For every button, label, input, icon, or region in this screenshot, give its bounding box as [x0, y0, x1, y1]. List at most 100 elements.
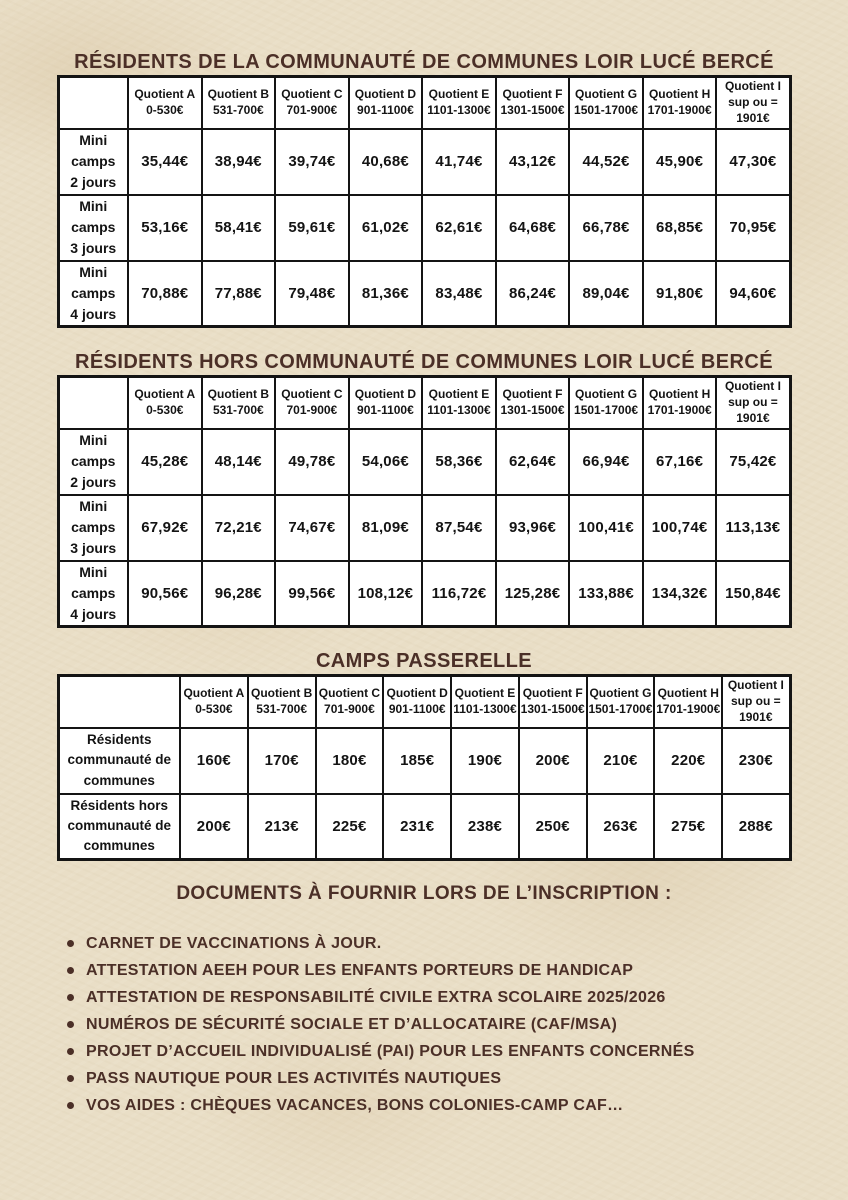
header-row: Quotient A 0-530€ Quotient B 531-700€ Qu… — [57, 375, 791, 430]
price-cell: 96,28€ — [200, 559, 277, 628]
document-item: CARNET DE VACCINATIONS À JOUR. — [67, 930, 818, 957]
bullet-icon — [67, 1021, 74, 1028]
price-cell: 41,74€ — [421, 127, 497, 196]
price-cell: 238€ — [450, 792, 520, 861]
price-cell: 62,64€ — [494, 427, 571, 496]
price-cell: 125,28€ — [494, 559, 571, 628]
price-cell: 40,68€ — [347, 127, 424, 196]
column-header-quotient-h: Quotient H 1701-1900€ — [641, 75, 718, 130]
price-cell: 53,16€ — [127, 193, 203, 262]
price-cell: 231€ — [382, 792, 453, 861]
row-header-mini-camps-4j: Mini camps 4 jours — [57, 259, 129, 328]
column-header-quotient-a: Quotient A 0-530€ — [127, 75, 203, 130]
document-item-label: CARNET DE VACCINATIONS À JOUR. — [86, 934, 382, 952]
document-item-label: VOS AIDES : CHÈQUES VACANCES, BONS COLON… — [86, 1096, 624, 1114]
price-cell: 220€ — [653, 726, 724, 795]
bullet-icon — [67, 1075, 74, 1082]
document-item: ATTESTATION AEEH POUR LES ENFANTS PORTEU… — [67, 957, 818, 984]
table-residents-hors-cc: Quotient A 0-530€ Quotient B 531-700€ Qu… — [56, 375, 792, 628]
table-row-mini-camps-4j: Mini camps 4 jours 70,88€ 77,88€ 79,48€ … — [57, 259, 791, 328]
price-cell: 75,42€ — [715, 427, 791, 496]
price-cell: 134,32€ — [641, 559, 718, 628]
column-header-quotient-a: Quotient A 0-530€ — [179, 674, 249, 729]
price-cell: 66,78€ — [568, 193, 644, 262]
document-item: VOS AIDES : CHÈQUES VACANCES, BONS COLON… — [67, 1092, 818, 1119]
column-header-quotient-d: Quotient D 901-1100€ — [347, 75, 424, 130]
flyer-page: RÉSIDENTS DE LA COMMUNAUTÉ DE COMMUNES L… — [0, 51, 848, 1119]
camps-passerelle-title: CAMPS PASSERELLE — [315, 650, 533, 672]
price-cell: 48,14€ — [200, 427, 277, 496]
column-header-quotient-f: Quotient F 1301-1500€ — [517, 674, 588, 729]
row-header-residents-cc: Résidents communauté de communes — [57, 726, 181, 795]
price-cell: 90,56€ — [127, 559, 203, 628]
price-cell: 230€ — [721, 726, 791, 795]
column-header-quotient-g: Quotient G 1501-1700€ — [585, 674, 656, 729]
price-cell: 87,54€ — [421, 493, 497, 562]
table-row-mini-camps-2j: Mini camps 2 jours 35,44€ 38,94€ 39,74€ … — [57, 127, 791, 196]
price-cell: 81,09€ — [347, 493, 424, 562]
price-cell: 113,13€ — [715, 493, 791, 562]
price-cell: 116,72€ — [421, 559, 497, 628]
price-cell: 38,94€ — [200, 127, 277, 196]
column-header-quotient-e: Quotient E 1101-1300€ — [421, 375, 497, 430]
price-cell: 58,36€ — [421, 427, 497, 496]
price-cell: 72,21€ — [200, 493, 277, 562]
table-row-mini-camps-2j: Mini camps 2 jours 45,28€ 48,14€ 49,78€ … — [57, 427, 791, 496]
column-header-quotient-f: Quotient F 1301-1500€ — [494, 75, 571, 130]
column-header-quotient-i: Quotient I sup ou = 1901€ — [721, 674, 791, 729]
table-row-mini-camps-3j: Mini camps 3 jours 67,92€ 72,21€ 74,67€ … — [57, 493, 791, 562]
column-header-quotient-e: Quotient E 1101-1300€ — [421, 75, 497, 130]
document-item: PASS NAUTIQUE POUR LES ACTIVITÉS NAUTIQU… — [67, 1065, 818, 1092]
column-header-quotient-i: Quotient I sup ou = 1901€ — [715, 75, 791, 130]
column-header-quotient-h: Quotient H 1701-1900€ — [653, 674, 724, 729]
price-cell: 210€ — [585, 726, 656, 795]
documents-list: CARNET DE VACCINATIONS À JOUR. ATTESTATI… — [0, 930, 848, 1119]
price-cell: 288€ — [721, 792, 791, 861]
price-cell: 250€ — [517, 792, 588, 861]
residents-hors-cc-title: RÉSIDENTS HORS COMMUNAUTÉ DE COMMUNES LO… — [75, 351, 773, 373]
column-header-quotient-c: Quotient C 701-900€ — [314, 674, 385, 729]
table-row-residents-hors-cc: Résidents hors communauté de communes 20… — [57, 792, 791, 861]
price-cell: 61,02€ — [347, 193, 424, 262]
price-cell: 213€ — [246, 792, 317, 861]
price-cell: 54,06€ — [347, 427, 424, 496]
table-residents-cc: Quotient A 0-530€ Quotient B 531-700€ Qu… — [56, 75, 792, 328]
column-header-quotient-a: Quotient A 0-530€ — [127, 375, 203, 430]
row-header-mini-camps-4j: Mini camps 4 jours — [57, 559, 129, 628]
price-cell: 43,12€ — [494, 127, 571, 196]
price-cell: 170€ — [246, 726, 317, 795]
header-row: Quotient A 0-530€ Quotient B 531-700€ Qu… — [57, 75, 791, 130]
price-cell: 91,80€ — [641, 259, 718, 328]
price-cell: 133,88€ — [568, 559, 644, 628]
price-cell: 190€ — [450, 726, 520, 795]
column-header-quotient-g: Quotient G 1501-1700€ — [568, 375, 644, 430]
price-cell: 59,61€ — [274, 193, 350, 262]
corner-cell — [57, 375, 129, 430]
bullet-icon — [67, 1048, 74, 1055]
residents-cc-title: RÉSIDENTS DE LA COMMUNAUTÉ DE COMMUNES L… — [74, 51, 774, 73]
price-cell: 263€ — [585, 792, 656, 861]
price-cell: 83,48€ — [421, 259, 497, 328]
column-header-quotient-d: Quotient D 901-1100€ — [347, 375, 424, 430]
document-item-label: NUMÉROS DE SÉCURITÉ SOCIALE ET D’ALLOCAT… — [86, 1015, 618, 1033]
document-item: ATTESTATION DE RESPONSABILITÉ CIVILE EXT… — [67, 984, 818, 1011]
price-cell: 68,85€ — [641, 193, 718, 262]
table-camps-passerelle: Quotient A 0-530€ Quotient B 531-700€ Qu… — [56, 674, 792, 861]
price-cell: 45,90€ — [641, 127, 718, 196]
document-item-label: PROJET D’ACCUEIL INDIVIDUALISÉ (PAI) POU… — [86, 1042, 695, 1060]
bullet-icon — [67, 1102, 74, 1109]
price-cell: 99,56€ — [274, 559, 350, 628]
bullet-icon — [67, 967, 74, 974]
price-cell: 49,78€ — [274, 427, 350, 496]
price-cell: 200€ — [179, 792, 249, 861]
price-cell: 200€ — [517, 726, 588, 795]
price-cell: 185€ — [382, 726, 453, 795]
price-cell: 74,67€ — [274, 493, 350, 562]
table-row-residents-cc: Résidents communauté de communes 160€ 17… — [57, 726, 791, 795]
row-header-mini-camps-2j: Mini camps 2 jours — [57, 127, 129, 196]
price-cell: 64,68€ — [494, 193, 571, 262]
row-header-mini-camps-3j: Mini camps 3 jours — [57, 493, 129, 562]
price-cell: 39,74€ — [274, 127, 350, 196]
row-header-mini-camps-3j: Mini camps 3 jours — [57, 193, 129, 262]
price-cell: 275€ — [653, 792, 724, 861]
